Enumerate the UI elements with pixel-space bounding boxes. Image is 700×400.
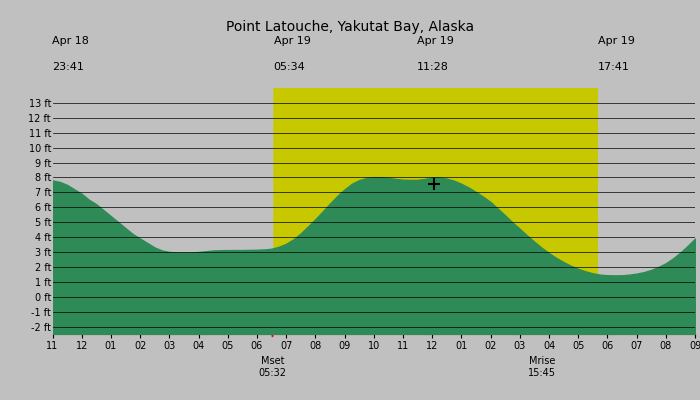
Bar (274, 88, 598, 334)
Text: Apr 18: Apr 18 (52, 36, 90, 46)
Text: Mset
05:32: Mset 05:32 (258, 356, 286, 378)
Text: 17:41: 17:41 (598, 62, 630, 72)
Text: Point Latouche, Yakutat Bay, Alaska: Point Latouche, Yakutat Bay, Alaska (226, 20, 474, 34)
Text: 05:34: 05:34 (274, 62, 305, 72)
Text: 11:28: 11:28 (416, 62, 449, 72)
Text: 23:41: 23:41 (52, 62, 85, 72)
Text: Apr 19: Apr 19 (416, 36, 454, 46)
Text: Apr 19: Apr 19 (274, 36, 310, 46)
Text: Mrise
15:45: Mrise 15:45 (528, 356, 556, 378)
Text: Apr 19: Apr 19 (598, 36, 635, 46)
